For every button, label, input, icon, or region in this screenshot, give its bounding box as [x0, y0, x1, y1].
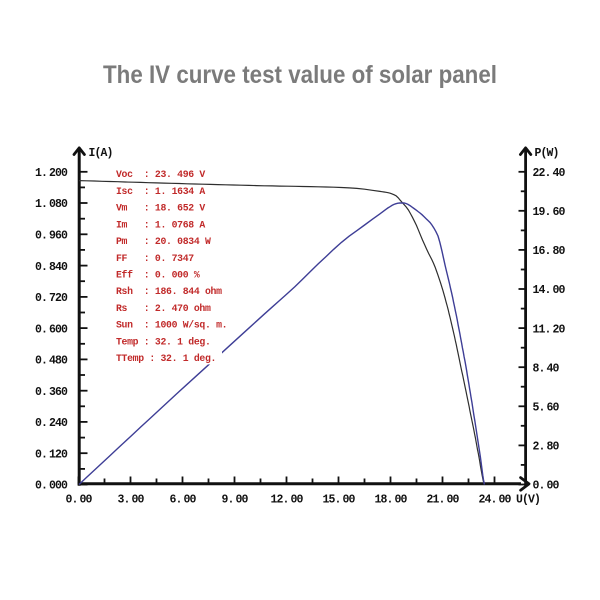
svg-text:0.240: 0. 240	[35, 417, 68, 430]
svg-text:Voc : 23. 496 V: Voc : 23. 496 V	[116, 169, 205, 180]
svg-text:0.00: 0. 00	[65, 493, 92, 506]
svg-text:1.080: 1. 080	[35, 198, 68, 211]
svg-text:I(A): I(A)	[89, 147, 113, 160]
svg-text:0.600: 0. 600	[35, 323, 68, 336]
svg-text:0.480: 0. 480	[35, 355, 68, 368]
svg-text:15.00: 15. 00	[322, 493, 355, 506]
svg-text:14.00: 14. 00	[533, 284, 566, 297]
svg-text:18.00: 18. 00	[374, 493, 407, 506]
svg-text:0.360: 0. 360	[35, 386, 68, 399]
svg-text:0.00: 0. 00	[533, 480, 560, 493]
svg-text:TTemp : 32. 1 deg.: TTemp : 32. 1 deg.	[116, 353, 216, 364]
svg-text:U(V): U(V)	[516, 493, 540, 506]
svg-text:21.00: 21. 00	[426, 493, 459, 506]
svg-text:5.60: 5. 60	[533, 402, 560, 415]
svg-text:19.60: 19. 60	[533, 206, 566, 219]
svg-text:Isc : 1. 1634 A: Isc : 1. 1634 A	[116, 186, 205, 197]
svg-text:11.20: 11. 20	[533, 323, 566, 336]
svg-text:16.80: 16. 80	[533, 245, 566, 258]
svg-text:FF : 0. 7347: FF : 0. 7347	[116, 253, 194, 264]
svg-text:3.00: 3. 00	[117, 493, 144, 506]
svg-text:0.120: 0. 120	[35, 448, 68, 461]
svg-text:The IV curve test value of sol: The IV curve test value of solar panel	[103, 61, 497, 89]
svg-text:Temp : 32. 1 deg.: Temp : 32. 1 deg.	[116, 336, 211, 347]
svg-text:P(W): P(W)	[535, 147, 559, 160]
svg-text:0.840: 0. 840	[35, 261, 68, 274]
svg-text:Rsh : 186. 844 ohm: Rsh : 186. 844 ohm	[116, 286, 222, 297]
svg-text:2.80: 2. 80	[533, 441, 560, 454]
svg-text:Im : 1. 0768 A: Im : 1. 0768 A	[116, 219, 205, 230]
svg-text:22.40: 22. 40	[533, 167, 566, 180]
svg-text:6.00: 6. 00	[169, 493, 196, 506]
svg-text:0.720: 0. 720	[35, 292, 68, 305]
svg-text:Eff : 0. 000 %: Eff : 0. 000 %	[116, 270, 200, 281]
svg-text:12.00: 12. 00	[270, 493, 303, 506]
svg-text:24.00: 24. 00	[478, 493, 511, 506]
svg-text:9.00: 9. 00	[221, 493, 248, 506]
svg-text:0.960: 0. 960	[35, 230, 68, 243]
svg-text:Vm : 18. 652 V: Vm : 18. 652 V	[116, 203, 205, 214]
svg-text:Pm : 20. 0834 W: Pm : 20. 0834 W	[116, 236, 211, 247]
svg-text:Sun : 1000 W/sq. m.: Sun : 1000 W/sq. m.	[116, 320, 227, 331]
svg-text:Rs : 2. 470 ohm: Rs : 2. 470 ohm	[116, 303, 211, 314]
svg-text:0.000: 0. 000	[35, 480, 68, 493]
svg-text:1.200: 1. 200	[35, 167, 68, 180]
svg-text:8.40: 8. 40	[533, 362, 560, 375]
